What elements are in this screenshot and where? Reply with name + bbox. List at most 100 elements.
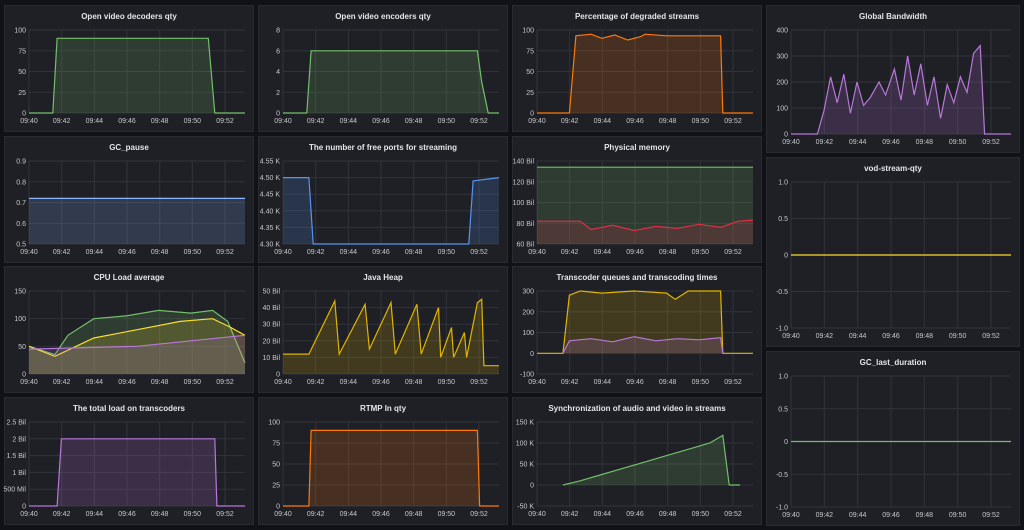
x-tick-label: 09:46	[372, 511, 390, 518]
x-tick-label: 09:46	[626, 118, 644, 125]
panel-title: Percentage of degraded streams	[574, 12, 700, 21]
x-tick-label: 09:46	[626, 511, 644, 518]
x-tick-label: 09:50	[692, 249, 710, 256]
series-line	[537, 33, 753, 114]
panel-open-video-encoders[interactable]: Open video encoders qty 0 2 4 6 8 09:40 09:42 09…	[258, 5, 508, 132]
panel-global-bandwidth[interactable]: Global Bandwidth 0 100 200 300 400 09:40 09:42 0…	[766, 5, 1020, 153]
y-tick-label: 1.5 Bil	[7, 453, 27, 460]
y-tick-label: 0.5	[778, 216, 788, 223]
y-tick-label: 50	[272, 462, 280, 469]
series-line	[562, 434, 740, 486]
x-tick-label: 09:46	[372, 118, 390, 125]
x-tick-label: 09:40	[782, 512, 800, 519]
series-area	[283, 50, 499, 113]
y-tick-label: 8	[276, 28, 280, 35]
y-tick-label: 100	[522, 28, 534, 35]
y-tick-label: 400	[776, 28, 788, 35]
x-tick-label: 09:52	[216, 249, 234, 256]
series-line	[283, 298, 499, 367]
panel-title: vod-stream-qty	[864, 164, 922, 173]
x-tick-label: 09:48	[659, 118, 677, 125]
x-tick-label: 09:52	[216, 118, 234, 125]
chart-svg: 60 Bil 80 Bil 100 Bil 120 Bil 140 Bil 09:40 09…	[513, 159, 754, 256]
x-tick-label: 09:46	[118, 511, 136, 518]
panel-rtmp-in-qty[interactable]: RTMP In qty 0 25 50 75 100 09:40 09:42 09:44 09:4…	[258, 397, 508, 525]
y-tick-label: 0.6	[16, 221, 26, 228]
y-tick-label: 0	[530, 351, 534, 358]
y-tick-label: 0	[530, 111, 534, 118]
series-3-line	[28, 334, 246, 350]
series-line	[283, 177, 500, 245]
y-tick-label: 0	[784, 439, 788, 446]
x-tick-label: 09:46	[882, 139, 900, 146]
y-tick-label: 50	[526, 69, 534, 76]
series-area	[283, 430, 499, 506]
panel-java-heap[interactable]: Java Heap 0 10 Bil 20 Bil 30 Bil 40 Bil 50 Bil…	[258, 266, 508, 393]
x-tick-label: 09:50	[692, 511, 710, 518]
panel-free-ports[interactable]: The number of free ports for streaming 4.…	[258, 136, 508, 263]
chart-svg: 0 50 100 150 09:40 09:42 09:44 09:46 09:48 09:50 0…	[14, 289, 246, 386]
panel-physical-memory[interactable]: Physical memory 60 Bil 80 Bil 100 Bil 120 Bi…	[512, 136, 762, 263]
y-tick-label: 0	[276, 111, 280, 118]
x-tick-label: 09:52	[982, 512, 1000, 519]
panel-open-video-decoders[interactable]: Open video decoders qty 0 25 50 75 100 09:40 09…	[4, 5, 254, 132]
y-tick-label: 0.8	[16, 179, 26, 186]
x-tick-label: 09:52	[982, 333, 1000, 340]
y-tick-label: 4.40 K	[260, 208, 281, 215]
series-line	[29, 438, 245, 507]
x-tick-label: 09:50	[184, 511, 202, 518]
x-tick-label: 09:50	[184, 249, 202, 256]
y-tick-label: 75	[18, 48, 26, 55]
x-tick-label: 09:48	[916, 333, 934, 340]
x-tick-label: 09:44	[340, 511, 358, 518]
x-tick-label: 09:46	[372, 379, 390, 386]
y-tick-label: 100	[522, 330, 534, 337]
x-tick-label: 09:44	[594, 118, 612, 125]
panel-gc-pause[interactable]: GC_pause 0.5 0.6 0.7 0.8 0.9 09:40 09:42 09:44 09…	[4, 136, 254, 263]
x-tick-label: 09:40	[782, 333, 800, 340]
series-area	[791, 45, 1011, 134]
x-tick-label: 09:40	[20, 511, 38, 518]
panel-gc-last-duration[interactable]: GC_last_duration -1.0 -0.5 0 0.5 1.0 09:40 09:4…	[766, 351, 1020, 526]
x-tick-label: 09:46	[882, 333, 900, 340]
panel-vod-stream-qty[interactable]: vod-stream-qty -1.0 -0.5 0 0.5 1.0 09:40 09:42 0…	[766, 157, 1020, 347]
x-tick-label: 09:42	[307, 511, 325, 518]
y-tick-label: 0.5	[778, 406, 788, 413]
x-tick-label: 09:40	[20, 118, 38, 125]
y-tick-label: 200	[776, 80, 788, 87]
x-tick-label: 09:48	[659, 249, 677, 256]
x-tick-label: 09:48	[659, 511, 677, 518]
x-tick-label: 09:44	[86, 118, 104, 125]
x-tick-label: 09:42	[53, 118, 71, 125]
panel-degraded-streams[interactable]: Percentage of degraded streams 0 25 50 75 100…	[512, 5, 762, 132]
panel-title: RTMP In qty	[359, 404, 407, 413]
x-tick-label: 09:52	[470, 379, 488, 386]
chart-svg: -1.0 -0.5 0 0.5 1.0 09:40 09:42 09:44 09:46 09:48…	[776, 180, 1011, 340]
y-tick-label: 40 Bil	[262, 305, 280, 312]
x-tick-label: 09:52	[724, 511, 742, 518]
series-area	[283, 177, 499, 244]
panel-transcoder-queues[interactable]: Transcoder queues and transcoding times -…	[512, 266, 762, 393]
panel-av-sync[interactable]: Synchronization of audio and video in st…	[512, 397, 762, 525]
y-tick-label: 4.35 K	[260, 225, 281, 232]
panel-title: Open video decoders qty	[81, 12, 177, 21]
panel-cpu-load[interactable]: CPU Load average 0 50 100 150 09:40 09:42 09:44…	[4, 266, 254, 393]
y-tick-label: 30 Bil	[262, 322, 280, 329]
y-tick-label: 50 Bil	[262, 289, 280, 296]
y-tick-label: 0	[22, 372, 26, 379]
y-tick-label: 20 Bil	[262, 338, 280, 345]
x-tick-label: 09:42	[816, 512, 834, 519]
series-3-area	[29, 335, 245, 374]
y-tick-label: 100	[268, 420, 280, 427]
chart-svg: -100 0 100 200 300 09:40 09:42 09:44 09:46 09:48 0…	[520, 289, 753, 386]
panel-title: GC_pause	[109, 143, 149, 152]
series-area	[29, 38, 245, 113]
y-tick-label: 1.0	[778, 374, 788, 381]
x-tick-label: 09:50	[184, 118, 202, 125]
y-tick-label: 4.55 K	[260, 159, 281, 166]
x-tick-label: 09:42	[53, 379, 71, 386]
chart-svg: 0 25 50 75 100 09:40 09:42 09:44 09:46 09:48 09:50…	[522, 28, 753, 125]
series-line	[791, 44, 1011, 135]
x-tick-label: 09:42	[561, 249, 579, 256]
panel-total-load-transcoders[interactable]: The total load on transcoders 0 500 Mil 1 B…	[3, 397, 254, 525]
